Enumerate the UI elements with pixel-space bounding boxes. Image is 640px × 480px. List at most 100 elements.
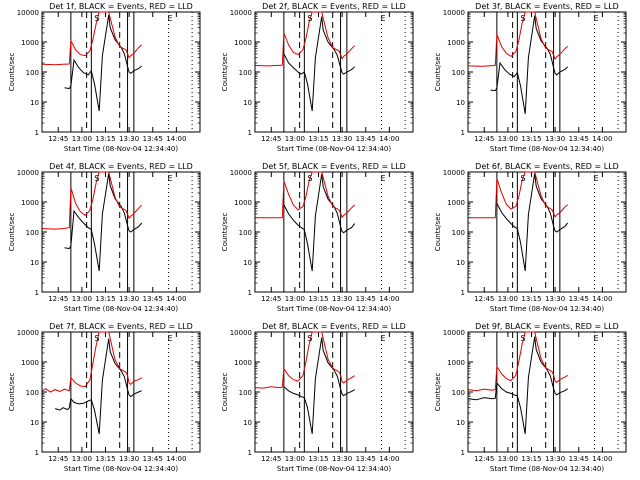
y-tick-label: 100 (239, 229, 252, 237)
plot-frame (467, 331, 627, 453)
x-tick-label: 13:00 (285, 455, 305, 463)
detector-panel: Det 3f, BLACK = Events, RED = LLD 1 10 100 1… (426, 0, 639, 160)
marker-label: E (381, 174, 386, 183)
marker-label: S (307, 174, 312, 183)
y-axis-label: Counts/sec (434, 373, 442, 412)
x-tick-label: 14:00 (166, 135, 186, 143)
x-tick-label: 13:15 (521, 135, 541, 143)
x-tick-label: 14:00 (592, 295, 612, 303)
y-tick-label: 100 (452, 229, 465, 237)
marker-label: S (94, 334, 99, 343)
y-tick-label: 1 (248, 129, 252, 137)
events-series-line (283, 16, 356, 112)
x-tick-label: 13:30 (332, 135, 352, 143)
x-tick-label: 12:45 (474, 295, 494, 303)
chart-title: Det 9f, BLACK = Events, RED = LLD (475, 322, 619, 331)
x-tick-label: 13:00 (498, 455, 518, 463)
x-tick-label: 13:15 (308, 135, 328, 143)
plot-frame (254, 171, 414, 293)
detector-panel: Det 1f, BLACK = Events, RED = LLD 1 10 100 1… (0, 0, 213, 160)
y-tick-label: 10 (243, 259, 252, 267)
y-tick-label: 1 (35, 449, 39, 457)
lld-series-line (42, 171, 143, 230)
y-tick-label: 1 (35, 289, 39, 297)
x-tick-label: 13:30 (119, 455, 139, 463)
y-tick-label: 1 (461, 129, 465, 137)
chart-svg: Det 4f, BLACK = Events, RED = LLD 1 10 100 1… (8, 162, 201, 313)
x-tick-label: 13:15 (521, 455, 541, 463)
x-tick-label: 13:15 (95, 135, 115, 143)
detector-panel: Det 5f, BLACK = Events, RED = LLD 1 10 100 1… (213, 160, 426, 320)
x-axis-label: Start Time (08-Nov-04 12:34:40) (277, 465, 391, 473)
y-tick-label: 1000 (234, 39, 252, 47)
y-tick-label: 100 (239, 389, 252, 397)
events-series-line (64, 14, 143, 112)
marker-label: S (94, 174, 99, 183)
y-tick-label: 1000 (21, 359, 39, 367)
lld-series-line (42, 11, 143, 66)
y-axis-label: Counts/sec (221, 213, 229, 252)
y-tick-label: 10000 (17, 329, 39, 337)
marker-label: E (594, 14, 599, 23)
detector-panel: Det 7f, BLACK = Events, RED = LLD 1 10 100 1… (0, 320, 213, 480)
x-tick-label: 14:00 (379, 295, 399, 303)
y-tick-label: 1000 (447, 199, 465, 207)
x-tick-label: 12:45 (261, 455, 281, 463)
detector-panel: Det 8f, BLACK = Events, RED = LLD 1 10 100 1… (213, 320, 426, 480)
lld-series-line (255, 331, 355, 389)
y-tick-label: 1 (248, 449, 252, 457)
chart-svg: Det 9f, BLACK = Events, RED = LLD 1 10 100 1… (434, 322, 627, 473)
marker-label: E (168, 14, 173, 23)
chart-svg: Det 3f, BLACK = Events, RED = LLD 1 10 100 1… (434, 2, 627, 153)
x-tick-label: 14:00 (379, 455, 399, 463)
marker-label: E (381, 14, 386, 23)
x-tick-label: 12:45 (48, 455, 68, 463)
marker-label: E (381, 334, 386, 343)
y-tick-label: 1 (461, 289, 465, 297)
marker-label: S (94, 14, 99, 23)
y-tick-label: 10000 (17, 9, 39, 17)
y-tick-label: 10000 (230, 9, 252, 17)
events-series-line (283, 337, 355, 434)
y-tick-label: 1000 (21, 199, 39, 207)
x-tick-label: 12:45 (474, 135, 494, 143)
x-tick-label: 13:15 (95, 295, 115, 303)
x-tick-label: 13:00 (72, 135, 92, 143)
y-tick-label: 100 (26, 389, 39, 397)
x-tick-label: 13:00 (498, 135, 518, 143)
x-tick-label: 13:30 (545, 455, 565, 463)
x-tick-label: 14:00 (166, 455, 186, 463)
x-tick-label: 13:00 (72, 295, 92, 303)
lld-series-line (468, 331, 568, 392)
detector-panel: Det 9f, BLACK = Events, RED = LLD 1 10 100 1… (426, 320, 639, 480)
x-tick-label: 13:30 (119, 295, 139, 303)
x-axis-label: Start Time (08-Nov-04 12:34:40) (64, 145, 178, 153)
x-tick-label: 13:45 (356, 135, 376, 143)
y-tick-label: 10000 (230, 169, 252, 177)
y-tick-label: 100 (26, 69, 39, 77)
y-axis-label: Counts/sec (434, 53, 442, 92)
detector-panel: Det 4f, BLACK = Events, RED = LLD 1 10 100 1… (0, 160, 213, 320)
events-series-line (490, 15, 569, 114)
marker-label: S (307, 14, 312, 23)
events-series-line (54, 338, 142, 434)
x-axis-label: Start Time (08-Nov-04 12:34:40) (64, 305, 178, 313)
y-tick-label: 1 (461, 449, 465, 457)
y-tick-label: 10000 (443, 9, 465, 17)
y-tick-label: 10 (30, 259, 39, 267)
x-tick-label: 12:45 (474, 455, 494, 463)
y-tick-label: 10 (456, 259, 465, 267)
marker-label: E (168, 174, 173, 183)
x-tick-label: 13:00 (72, 455, 92, 463)
x-tick-label: 13:45 (569, 135, 589, 143)
x-tick-label: 14:00 (592, 135, 612, 143)
x-axis-label: Start Time (08-Nov-04 12:34:40) (64, 465, 178, 473)
plot-frame (254, 11, 414, 133)
chart-svg: Det 6f, BLACK = Events, RED = LLD 1 10 100 1… (434, 162, 627, 313)
lld-series-line (42, 331, 142, 393)
y-tick-label: 10000 (17, 169, 39, 177)
y-tick-label: 1000 (234, 359, 252, 367)
x-tick-label: 12:45 (261, 135, 281, 143)
x-tick-label: 13:30 (545, 135, 565, 143)
chart-title: Det 8f, BLACK = Events, RED = LLD (262, 322, 406, 331)
